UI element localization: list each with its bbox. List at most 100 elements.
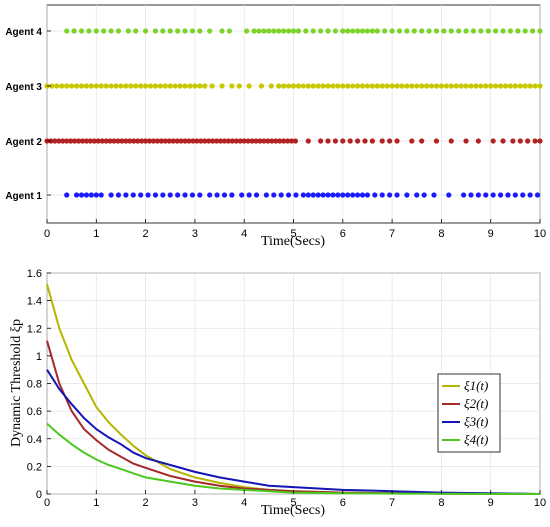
trigger-point: [278, 192, 284, 198]
trigger-point: [362, 138, 368, 144]
trigger-point: [537, 28, 543, 34]
trigger-point: [261, 28, 267, 34]
trigger-point: [354, 138, 361, 144]
trigger-point: [379, 83, 385, 89]
trigger-point: [387, 192, 393, 198]
trigger-point: [488, 83, 494, 89]
trigger-point: [347, 138, 353, 144]
trigger-point: [325, 83, 331, 89]
trigger-point: [210, 138, 216, 144]
trigger-point: [468, 192, 474, 198]
trigger-point: [177, 83, 183, 89]
trigger-point: [233, 138, 239, 144]
trigger-point: [463, 83, 469, 89]
trigger-point: [175, 28, 181, 34]
trigger-point: [127, 138, 133, 144]
trigger-point: [123, 83, 129, 89]
trigger-point: [288, 138, 295, 144]
trigger-point: [253, 192, 260, 198]
trigger-point: [325, 192, 331, 198]
bottom-y-tick-label: 0.8: [27, 379, 42, 391]
trigger-point: [150, 138, 157, 144]
trigger-point: [158, 138, 164, 144]
trigger-point: [281, 28, 287, 34]
trigger-point: [320, 83, 326, 89]
trigger-point: [483, 83, 489, 89]
trigger-point: [219, 83, 225, 89]
trigger-point: [72, 138, 78, 144]
trigger-point: [258, 83, 265, 89]
trigger-point: [271, 28, 277, 34]
trigger-point: [320, 192, 326, 198]
trigger-point: [253, 138, 259, 144]
bottom-legend: ξ1(t) ξ2(t) ξ3(t) ξ4(t): [437, 373, 501, 453]
trigger-point: [118, 83, 124, 89]
trigger-point: [277, 138, 283, 144]
trigger-point: [135, 138, 141, 144]
trigger-point: [197, 83, 203, 89]
trigger-point: [249, 138, 255, 144]
trigger-point: [303, 28, 309, 34]
trigger-point: [263, 192, 269, 198]
trigger-point: [56, 138, 62, 144]
trigger-point: [399, 83, 405, 89]
trigger-point: [101, 28, 107, 34]
trigger-point: [251, 28, 257, 34]
trigger-point: [340, 192, 346, 198]
trigger-point: [271, 192, 277, 198]
bottom-y-tick-label: 1.6: [27, 268, 42, 280]
bottom-x-tick-label: 9: [488, 497, 494, 509]
trigger-point: [244, 28, 250, 34]
trigger-point: [340, 28, 346, 34]
trigger-point: [537, 138, 543, 144]
trigger-point: [409, 138, 415, 144]
trigger-point: [507, 28, 514, 34]
trigger-point: [532, 83, 538, 89]
trigger-point: [470, 28, 477, 34]
trigger-point: [290, 28, 297, 34]
trigger-point: [123, 138, 129, 144]
trigger-point: [78, 192, 85, 198]
trigger-point: [318, 138, 324, 144]
trigger-point: [133, 83, 139, 89]
top-x-ticks: 0 1 2 3 4 5 6 7 8 9 10: [44, 219, 546, 240]
trigger-point: [160, 28, 166, 34]
bottom-y-tick-label: 0.2: [27, 461, 42, 473]
trigger-point: [515, 28, 521, 34]
top-agent-labels: Agent 4 Agent 3 Agent 2 Agent 1: [5, 27, 51, 202]
trigger-point: [441, 28, 447, 34]
trigger-point: [285, 192, 292, 198]
trigger-point: [103, 83, 109, 89]
trigger-point: [138, 83, 144, 89]
trigger-point: [335, 83, 341, 89]
top-chart: Agent 4 Agent 3 Agent 2 Agent 1 0 1 2 3 4 5 6 7 8 9 1…: [5, 4, 546, 249]
trigger-point: [197, 28, 203, 34]
bottom-y-ticks: 0 0.2 0.4 0.6 0.8 1 1.2 1.4 1.6: [27, 268, 51, 501]
trigger-point: [483, 192, 489, 198]
bottom-y-tick-label: 0.6: [27, 406, 42, 418]
trigger-point: [147, 83, 154, 89]
trigger-point: [497, 83, 504, 89]
trigger-point: [246, 192, 252, 198]
trigger-point: [490, 192, 496, 198]
trigger-point: [83, 192, 90, 198]
trigger-point: [512, 192, 518, 198]
trigger-point: [389, 28, 395, 34]
trigger-point: [229, 83, 235, 89]
trigger-point: [143, 28, 149, 34]
trigger-point: [175, 192, 181, 198]
top-x-tick-label: 2: [143, 228, 149, 240]
agent-label: Agent 4: [5, 27, 42, 38]
trigger-point: [93, 83, 99, 89]
trigger-point: [111, 138, 117, 144]
trigger-point: [369, 28, 375, 34]
trigger-point: [305, 192, 311, 198]
trigger-point: [354, 28, 361, 34]
bottom-x-tick-label: 4: [241, 497, 247, 509]
trigger-point: [332, 28, 339, 34]
trigger-point: [246, 83, 252, 89]
trigger-point: [404, 192, 410, 198]
trigger-point: [490, 138, 496, 144]
trigger-point: [269, 138, 275, 144]
trigger-point: [189, 192, 196, 198]
